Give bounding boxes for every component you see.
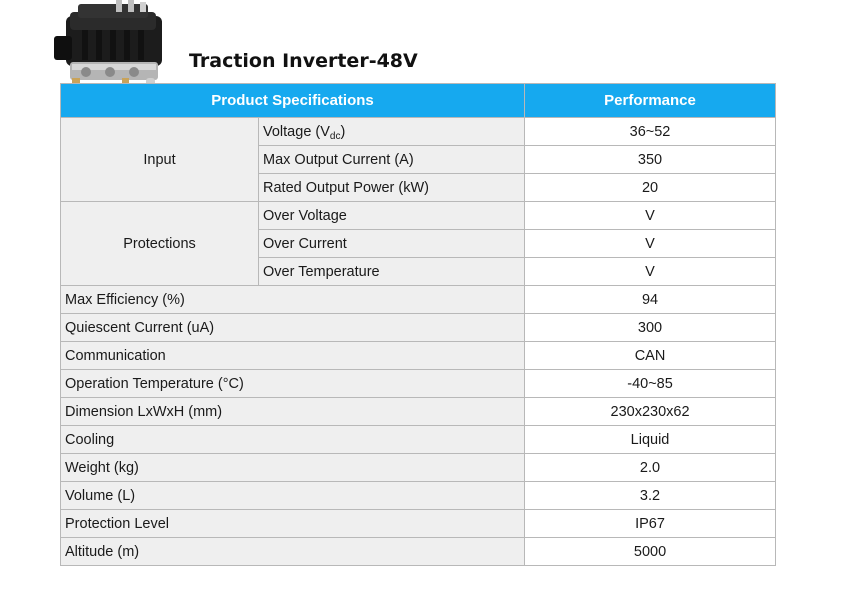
row-value: 20 bbox=[524, 173, 777, 202]
row-label: Rated Output Power (kW) bbox=[257, 173, 526, 202]
table-row: Over Current V bbox=[61, 229, 777, 258]
group-label-protections: Protections bbox=[60, 201, 259, 286]
row-value: 94 bbox=[524, 285, 777, 314]
row-value: 2.0 bbox=[524, 453, 777, 482]
row-label: Dimension LxWxH (mm) bbox=[59, 397, 526, 426]
table-row: Protection Level IP67 bbox=[59, 509, 777, 538]
table-row: Volume (L) 3.2 bbox=[59, 481, 777, 510]
row-value: -40~85 bbox=[524, 369, 777, 398]
row-value: Liquid bbox=[524, 425, 777, 454]
table-row: Cooling Liquid bbox=[59, 425, 777, 454]
row-value: 5000 bbox=[524, 537, 777, 566]
row-label: Operation Temperature (°C) bbox=[59, 369, 526, 398]
row-value: 300 bbox=[524, 313, 777, 342]
row-label: Weight (kg) bbox=[59, 453, 526, 482]
row-value: IP67 bbox=[524, 509, 777, 538]
row-label-tail: ) bbox=[340, 123, 346, 140]
table-row: Rated Output Power (kW) 20 bbox=[61, 173, 777, 202]
row-value: 3.2 bbox=[524, 481, 777, 510]
table-row: Max Output Current (A) 350 bbox=[61, 145, 777, 174]
row-value: V bbox=[524, 229, 777, 258]
table-row: Max Efficiency (%) 94 bbox=[59, 285, 777, 314]
row-value: 230x230x62 bbox=[524, 397, 777, 426]
row-value: 350 bbox=[524, 145, 777, 174]
row-label: Over Temperature bbox=[257, 257, 526, 286]
table-row: Protections Over Voltage V bbox=[60, 201, 777, 286]
row-label: Quiescent Current (uA) bbox=[59, 313, 526, 342]
row-label: Over Voltage bbox=[257, 201, 526, 230]
row-value: 36~52 bbox=[524, 117, 777, 146]
table-row: Altitude (m) 5000 bbox=[59, 537, 777, 566]
row-label-text: Voltage (V bbox=[263, 123, 330, 140]
spec-table: Product Specifications Performance Input… bbox=[59, 83, 777, 566]
table-row: Dimension LxWxH (mm) 230x230x62 bbox=[59, 397, 777, 426]
row-value: V bbox=[524, 257, 777, 286]
table-row: Input Voltage (Vdc) 36~52 bbox=[60, 117, 777, 202]
row-label: Communication bbox=[59, 341, 526, 370]
row-label: Altitude (m) bbox=[59, 537, 526, 566]
row-label: Over Current bbox=[257, 229, 526, 258]
row-value: CAN bbox=[524, 341, 777, 370]
inverter-product-image bbox=[54, 0, 162, 102]
performance-header: Performance bbox=[524, 83, 777, 118]
table-row: Weight (kg) 2.0 bbox=[59, 453, 777, 482]
row-label: Max Efficiency (%) bbox=[59, 285, 526, 314]
table-row: Quiescent Current (uA) 300 bbox=[59, 313, 777, 342]
row-label-subscript: dc bbox=[329, 130, 341, 142]
row-value: V bbox=[524, 201, 777, 230]
row-label: Protection Level bbox=[59, 509, 526, 538]
row-label: Voltage (Vdc) bbox=[257, 117, 526, 146]
table-header-row: Product Specifications Performance bbox=[59, 83, 777, 118]
row-label: Cooling bbox=[59, 425, 526, 454]
group-label-input: Input bbox=[60, 117, 259, 202]
page-title: Traction Inverter-48V bbox=[189, 50, 418, 72]
table-row: Communication CAN bbox=[59, 341, 777, 370]
row-label: Max Output Current (A) bbox=[257, 145, 526, 174]
spec-header: Product Specifications bbox=[59, 83, 526, 118]
table-row: Operation Temperature (°C) -40~85 bbox=[59, 369, 777, 398]
row-label: Volume (L) bbox=[59, 481, 526, 510]
